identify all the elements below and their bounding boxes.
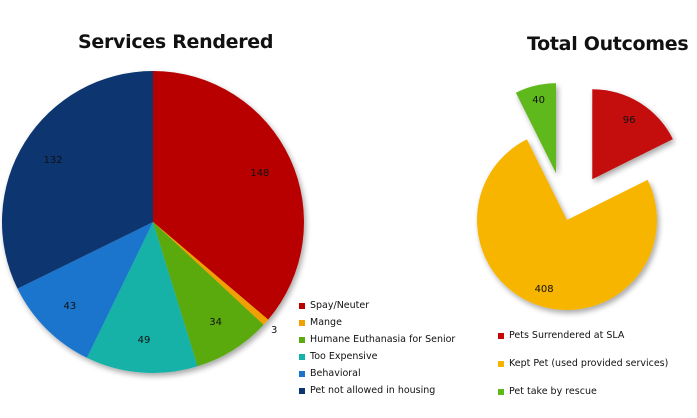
pie-slice-kept-pet-used-provided-services <box>477 139 657 311</box>
legend-swatch <box>299 387 305 394</box>
data-label-pets-surrendered-at-sla: 96 <box>623 115 636 126</box>
legend-item-humane-euthanasia-for-senior: Humane Euthanasia for Senior <box>299 334 455 345</box>
total-outcomes-legend: Pets Surrendered at SLA Kept Pet (used pr… <box>498 330 688 410</box>
legend-swatch <box>299 370 305 377</box>
legend-label: Pet take by rescue <box>509 386 597 397</box>
legend-label: Spay/Neuter <box>310 300 370 311</box>
legend-swatch <box>299 302 305 309</box>
legend-item-pets-surrendered-at-sla: Pets Surrendered at SLA <box>498 330 624 341</box>
legend-item-pet-not-allowed-in-housing: Pet not allowed in housing <box>299 385 435 396</box>
legend-label: Behavioral <box>310 368 361 379</box>
data-label-too-expensive: 49 <box>138 335 151 346</box>
legend-label: Too Expensive <box>310 351 378 362</box>
legend-item-too-expensive: Too Expensive <box>299 351 377 362</box>
data-label-spay-neuter: 148 <box>250 168 269 179</box>
legend-label: Pets Surrendered at SLA <box>509 330 625 341</box>
pie-slice-spay-neuter <box>153 71 305 320</box>
legend-swatch <box>498 388 504 395</box>
data-label-behavioral: 43 <box>64 301 77 312</box>
services-rendered-pie <box>1 71 305 373</box>
pie-slice-pet-not-allowed-in-housing <box>1 71 154 289</box>
legend-item-behavioral: Behavioral <box>299 368 361 379</box>
data-label-humane-euthanasia-for-senior: 34 <box>209 317 222 328</box>
services-rendered-data-labels: 148 3 34 49 43 132 <box>43 155 277 346</box>
pie-slice-humane-euthanasia-for-senior <box>153 222 264 367</box>
pie-slice-pet-take-by-rescue <box>515 83 557 174</box>
legend-item-spay-neuter: Spay/Neuter <box>299 300 369 311</box>
data-label-kept-pet-used-provided-services: 408 <box>535 284 554 295</box>
services-rendered-title: Services Rendered <box>78 31 274 53</box>
data-label-mange: 3 <box>271 325 277 336</box>
pie-slice-pets-surrendered-at-sla <box>592 89 673 180</box>
legend-item-kept-pet-used-provided-services: Kept Pet (used provided services) <box>498 358 668 369</box>
legend-label: Mange <box>310 317 342 328</box>
data-label-pet-take-by-rescue: 40 <box>532 95 545 106</box>
legend-item-pet-take-by-rescue: Pet take by rescue <box>498 386 597 397</box>
data-label-pet-not-allowed-in-housing: 132 <box>43 155 62 166</box>
legend-swatch <box>498 332 504 339</box>
total-outcomes-data-labels: 96 408 40 <box>532 95 635 295</box>
legend-label: Humane Euthanasia for Senior <box>310 334 456 345</box>
total-outcomes-pie <box>477 83 673 311</box>
pie-slice-mange <box>153 222 269 325</box>
legend-swatch <box>299 319 305 326</box>
pie-slice-behavioral <box>17 222 153 358</box>
services-rendered-legend: Spay/Neuter Mange Humane Euthanasia for Se… <box>299 300 469 400</box>
legend-swatch <box>498 360 504 367</box>
legend-label: Kept Pet (used provided services) <box>509 358 669 369</box>
legend-swatch <box>299 353 305 360</box>
pie-slice-too-expensive <box>86 222 198 373</box>
legend-item-mange: Mange <box>299 317 342 328</box>
legend-label: Pet not allowed in housing <box>310 385 436 396</box>
total-outcomes-title: Total Outcomes <box>527 33 689 55</box>
legend-swatch <box>299 336 305 343</box>
